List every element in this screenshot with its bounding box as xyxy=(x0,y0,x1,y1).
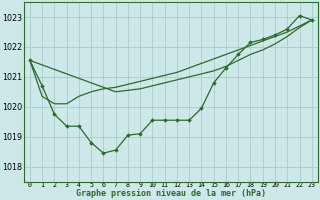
X-axis label: Graphe pression niveau de la mer (hPa): Graphe pression niveau de la mer (hPa) xyxy=(76,189,266,198)
